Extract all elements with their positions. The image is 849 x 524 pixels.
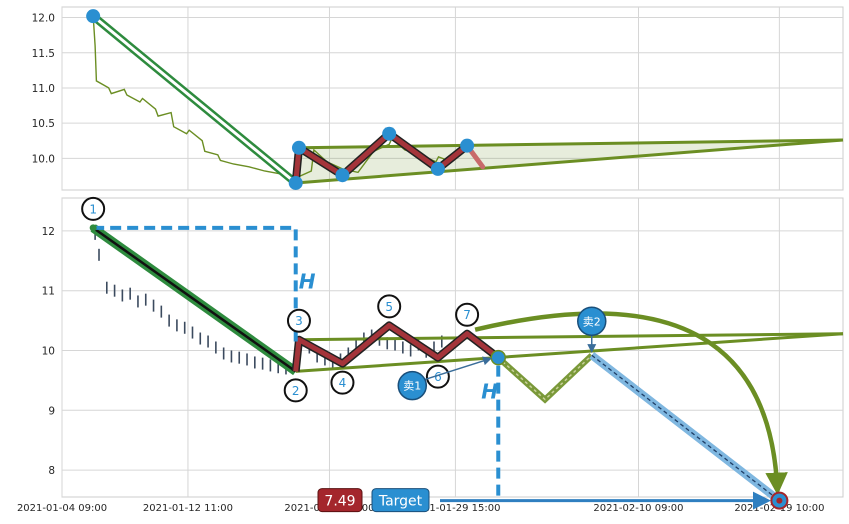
height-marker-2-label: H	[481, 380, 498, 404]
top-zigzag-point	[460, 138, 475, 153]
top-triangle-upper-line	[298, 138, 844, 150]
wave-label-2: 2	[292, 384, 300, 398]
xtick-label: 2021-01-12 11:00	[143, 503, 233, 514]
target-value-label: 7.49	[324, 494, 355, 510]
top-ytick-label: 12.0	[32, 13, 55, 25]
wave-label-circle	[377, 294, 402, 319]
top-zigzag-leg-inner	[92, 14, 297, 185]
top-ytick-label: 11.0	[32, 83, 55, 95]
xtick-label: 2021-01-29 15:00	[410, 503, 500, 514]
target-label: Target	[378, 494, 423, 510]
bottom-target-path-dash	[591, 354, 780, 502]
top-ytick-label: 10.0	[32, 153, 55, 165]
top-zigzag-point	[382, 126, 397, 141]
height-marker-1	[93, 225, 298, 342]
bottom-ytick-label: 11	[42, 286, 55, 298]
top-panel: 10.0 10.5 11.0 11.5 12.0	[32, 6, 844, 191]
top-zigzag-point	[430, 161, 445, 176]
xtick-label: 2021-01-04 09:00	[17, 503, 107, 514]
bottom-breakout-point	[490, 349, 507, 366]
bottom-wave-leg-inner	[92, 226, 297, 373]
wave-label-6: 6	[434, 370, 442, 384]
bottom-ytick-label: 9	[48, 405, 55, 417]
height-marker-1-label: H	[299, 270, 316, 294]
wave-label-circle	[283, 378, 308, 403]
bottom-triangle-upper-line	[298, 332, 844, 342]
wave-label-1: 1	[89, 202, 97, 216]
bottom-triangle-lower-line	[295, 332, 844, 373]
wave-label-circle	[286, 308, 311, 333]
bottom-wave-start-dot	[89, 224, 97, 232]
top-zigzag-point	[291, 140, 306, 155]
target-value-box	[317, 488, 363, 513]
bottom-ytick-label: 10	[42, 345, 55, 357]
wave-label-circle	[81, 196, 106, 221]
target-point-center	[776, 497, 783, 504]
bottom-ytick-label: 12	[42, 226, 55, 238]
sell-1-label: 卖1	[403, 380, 421, 393]
wave-label-4: 4	[339, 376, 347, 390]
top-triangle-lower-line	[295, 138, 844, 185]
sell-2-label: 卖2	[583, 315, 601, 328]
sell-2-badge	[577, 306, 607, 337]
wave-label-circle	[455, 302, 480, 327]
sell-1-pointer	[424, 356, 492, 381]
wave-label-3: 3	[295, 314, 303, 328]
top-ytick-label: 10.5	[32, 118, 55, 130]
sell-1-badge	[397, 370, 428, 401]
bottom-projection-line	[497, 354, 593, 401]
top-zigzag-point	[86, 9, 101, 24]
top-zigzag-point	[335, 168, 350, 183]
wave-label-circle	[425, 364, 450, 389]
xtick-label: 2021-02-10 09:00	[593, 503, 683, 514]
wave-label-5: 5	[385, 300, 393, 314]
bottom-ytick-label: 8	[48, 465, 55, 477]
wave-label-7: 7	[463, 308, 471, 322]
wave-label-circle	[330, 370, 355, 395]
bottom-wave-line	[293, 322, 500, 372]
top-ytick-label: 11.5	[32, 48, 55, 60]
target-box	[371, 488, 430, 513]
top-zigzag-point	[288, 175, 303, 190]
bottom-curved-target-arrow	[474, 311, 788, 496]
